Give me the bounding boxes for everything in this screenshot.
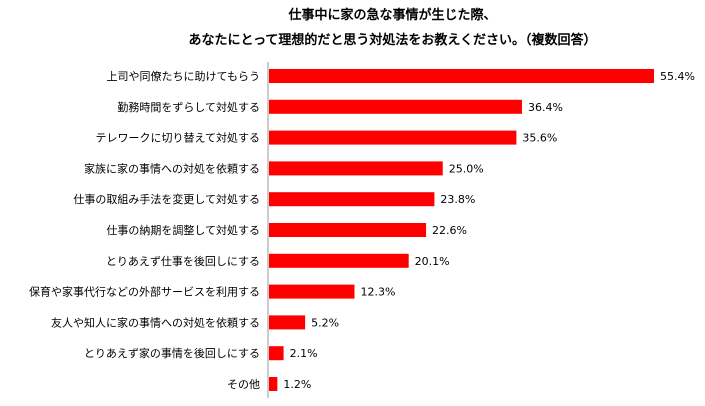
value-label: 23.8% bbox=[440, 193, 475, 206]
value-label: 20.1% bbox=[415, 255, 450, 268]
value-label: 5.2% bbox=[311, 316, 339, 329]
value-label: 35.6% bbox=[522, 132, 557, 145]
category-label: 上司や同僚たちに助けてもらう bbox=[107, 69, 260, 83]
value-label: 36.4% bbox=[528, 101, 563, 114]
bar bbox=[269, 284, 355, 299]
bar bbox=[269, 253, 409, 268]
chart-title-line2: あなたにとって理想的だと思う対処法をお教えください。（複数回答） bbox=[188, 33, 597, 48]
value-label: 55.4% bbox=[660, 70, 695, 83]
bar bbox=[269, 223, 427, 237]
category-label: 仕事の取組み手法を変更して対処する bbox=[73, 192, 260, 206]
value-label: 22.6% bbox=[432, 224, 467, 237]
category-label: 勤務時間をずらして対処する bbox=[117, 100, 260, 114]
category-label: 仕事の納期を調整して対処する bbox=[106, 223, 260, 237]
bar bbox=[269, 69, 654, 83]
category-label: とりあえず家の事情を後回しにする bbox=[84, 346, 260, 360]
bar bbox=[269, 192, 435, 207]
value-label: 1.2% bbox=[283, 378, 311, 391]
value-label: 2.1% bbox=[290, 347, 318, 360]
bar bbox=[269, 377, 278, 391]
bar bbox=[269, 315, 306, 330]
category-label: とりあえず仕事を後回しにする bbox=[106, 254, 260, 268]
bar bbox=[269, 99, 522, 114]
chart-title-line1: 仕事中に家の急な事情が生じた際、 bbox=[288, 8, 497, 23]
category-label: テレワークに切り替えて対処する bbox=[96, 131, 260, 145]
bar bbox=[269, 130, 517, 145]
value-label: 25.0% bbox=[449, 162, 484, 175]
value-label: 12.3% bbox=[360, 286, 395, 299]
bar bbox=[269, 161, 443, 176]
category-label: その他 bbox=[227, 378, 260, 391]
category-label: 家族に家の事情への対処を依頼する bbox=[84, 161, 260, 175]
category-label: 保育や家事代行などの外部サービスを利用する bbox=[29, 285, 260, 299]
category-label: 友人や知人に家の事情への対処を依頼する bbox=[51, 315, 260, 329]
bar bbox=[269, 346, 284, 361]
